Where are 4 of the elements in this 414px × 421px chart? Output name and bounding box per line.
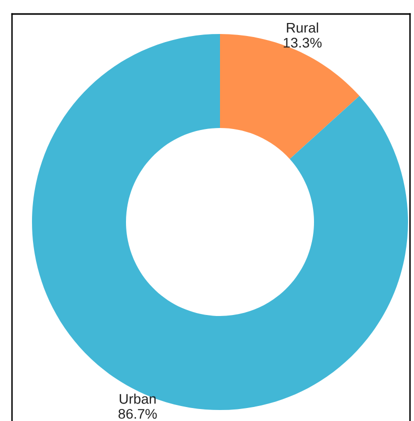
- slice-label: Urban: [120, 394, 156, 404]
- data-label: 13.3%: [284, 38, 322, 48]
- slice-label: Rural: [286, 22, 318, 33]
- data-label: 86.7%: [118, 408, 157, 419]
